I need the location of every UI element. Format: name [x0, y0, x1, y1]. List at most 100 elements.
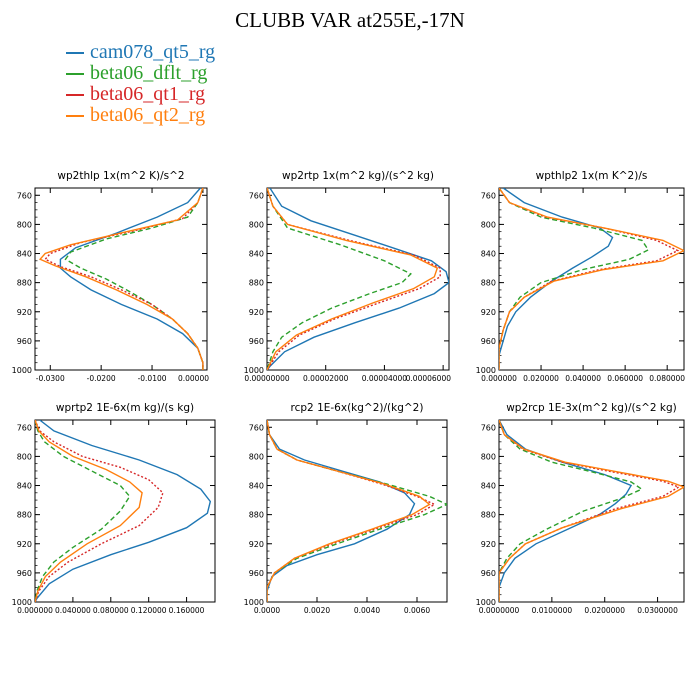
series-line-cam078_qt5_rg: [59, 188, 204, 370]
plot-frame: [266, 419, 448, 603]
chart-panel-2: wp2rtp 1x(m^2 kg)/(s^2 kg) 760 800 840 880 92…: [244, 170, 452, 383]
plot-frame: [498, 419, 685, 603]
y-tick-label: 920: [17, 308, 32, 317]
series-line-beta06_qt2_rg: [499, 420, 684, 602]
x-tick-label: 0.0020: [304, 606, 330, 615]
y-tick-label: 840: [249, 482, 264, 491]
chart-panel-3: wpthlp2 1x(m K^2)/s 760 800 840 880 920 960 100…: [476, 170, 686, 383]
x-tick-label: 0.00002000: [303, 374, 349, 383]
legend-item-beta06-dflt: beta06_dflt_rg: [66, 63, 215, 84]
legend-swatch: [66, 93, 84, 96]
legend-swatch: [66, 72, 84, 75]
y-tick-label: 800: [17, 220, 32, 229]
x-tick-label: 0.0060: [404, 606, 430, 615]
chart-panel-6: wp2rcp 1E-3x(m^2 kg)/(s^2 kg) 760 800 840 88…: [476, 402, 685, 615]
chart-panel-5: rcp2 1E-6x(kg^2)/(kg^2) 760 800 840 880 920 96…: [244, 402, 448, 615]
x-tick-label: 0.040000: [55, 606, 91, 615]
y-tick-label: 760: [481, 423, 496, 432]
y-tick-label: 960: [481, 569, 496, 578]
legend-label: beta06_qt1_rg: [90, 83, 206, 105]
y-tick-label: 880: [249, 511, 264, 520]
x-tick-label: 0.040000: [565, 374, 601, 383]
legend-swatch: [66, 114, 84, 117]
y-tick-label: 880: [481, 279, 496, 288]
legend-label: cam078_qt5_rg: [90, 41, 216, 63]
x-tick-label: 0.000000: [17, 606, 53, 615]
y-tick-label: 800: [249, 220, 264, 229]
x-tick-label: -0.0300: [36, 374, 65, 383]
y-tick-label: 840: [17, 250, 32, 259]
plot-frame: [34, 187, 208, 371]
y-tick-label: 1000: [244, 598, 264, 607]
y-tick-label: 920: [249, 308, 264, 317]
legend: cam078_qt5_rg beta06_dflt_rg beta06_qt1_…: [66, 42, 215, 126]
y-tick-label: 800: [481, 220, 496, 229]
y-tick-label: 920: [481, 308, 496, 317]
chart-title: wp2rcp 1E-3x(m^2 kg)/(s^2 kg): [506, 402, 677, 414]
y-tick-label: 920: [249, 540, 264, 549]
y-tick-label: 760: [249, 423, 264, 432]
plot-frame: [498, 187, 685, 371]
y-tick-label: 800: [481, 452, 496, 461]
x-tick-label: -0.0100: [138, 374, 167, 383]
y-tick-label: 960: [249, 337, 264, 346]
series-line-beta06_qt1_rg: [35, 420, 164, 602]
series-line-beta06_qt1_rg: [267, 420, 437, 602]
y-tick-label: 920: [17, 540, 32, 549]
series-line-cam078_qt5_rg: [499, 188, 614, 370]
series-line-beta06_qt1_rg: [267, 188, 441, 370]
y-tick-label: 760: [17, 423, 32, 432]
legend-item-cam078: cam078_qt5_rg: [66, 42, 215, 63]
legend-item-beta06-qt2: beta06_qt2_rg: [66, 105, 215, 126]
y-tick-label: 800: [249, 452, 264, 461]
x-tick-label: 0.0000: [254, 606, 280, 615]
legend-item-beta06-qt1: beta06_qt1_rg: [66, 84, 215, 105]
series-line-beta06_qt1_rg: [44, 188, 204, 370]
series-line-beta06_qt2_rg: [267, 420, 431, 602]
y-tick-label: 1000: [12, 366, 32, 375]
x-tick-label: 0.00000: [178, 374, 209, 383]
series-line-beta06_dflt_rg: [499, 188, 650, 370]
y-tick-label: 920: [481, 540, 496, 549]
y-tick-label: 1000: [12, 598, 32, 607]
x-tick-label: 0.020000: [523, 374, 559, 383]
y-tick-label: 800: [17, 452, 32, 461]
series-line-beta06_qt2_rg: [35, 420, 143, 602]
series-line-beta06_dflt_rg: [267, 420, 447, 602]
series-line-beta06_dflt_rg: [64, 188, 204, 370]
chart-title: wprtp2 1E-6x(m kg)/(s kg): [56, 402, 194, 414]
chart-title: wp2thlp 1x(m^2 K)/s^2: [57, 170, 184, 182]
y-tick-label: 840: [17, 482, 32, 491]
y-tick-label: 760: [249, 191, 264, 200]
y-tick-label: 1000: [476, 598, 496, 607]
series-line-beta06_dflt_rg: [499, 420, 644, 602]
x-tick-label: 0.120000: [131, 606, 167, 615]
x-tick-label: 0.0000000: [479, 606, 520, 615]
series-line-beta06_qt1_rg: [499, 188, 680, 370]
chart-title: wp2rtp 1x(m^2 kg)/(s^2 kg): [282, 170, 434, 182]
plot-frame: [34, 419, 216, 603]
plot-frame: [266, 187, 450, 371]
series-line-beta06_dflt_rg: [267, 188, 412, 370]
x-tick-label: 0.00004000: [362, 374, 408, 383]
x-tick-label: 0.080000: [93, 606, 129, 615]
y-tick-label: 840: [481, 482, 496, 491]
y-tick-label: 880: [17, 511, 32, 520]
y-tick-label: 880: [481, 511, 496, 520]
page-title: CLUBB VAR at255E,-17N: [235, 8, 465, 32]
legend-label: beta06_dflt_rg: [90, 62, 208, 84]
series-line-beta06_dflt_rg: [35, 420, 131, 602]
y-tick-label: 880: [249, 279, 264, 288]
x-tick-label: 0.0300000: [637, 606, 678, 615]
series-line-beta06_qt2_rg: [267, 188, 439, 370]
y-tick-label: 960: [17, 569, 32, 578]
series-line-beta06_qt2_rg: [499, 188, 684, 370]
x-tick-label: -0.0200: [87, 374, 116, 383]
chart-panel-4: wprtp2 1E-6x(m kg)/(s kg) 760 800 840 880 920…: [12, 402, 216, 615]
y-tick-label: 960: [481, 337, 496, 346]
y-tick-label: 760: [481, 191, 496, 200]
legend-label: beta06_qt2_rg: [90, 104, 206, 126]
series-line-beta06_qt2_rg: [38, 188, 204, 370]
x-tick-label: 0.00000000: [244, 374, 290, 383]
